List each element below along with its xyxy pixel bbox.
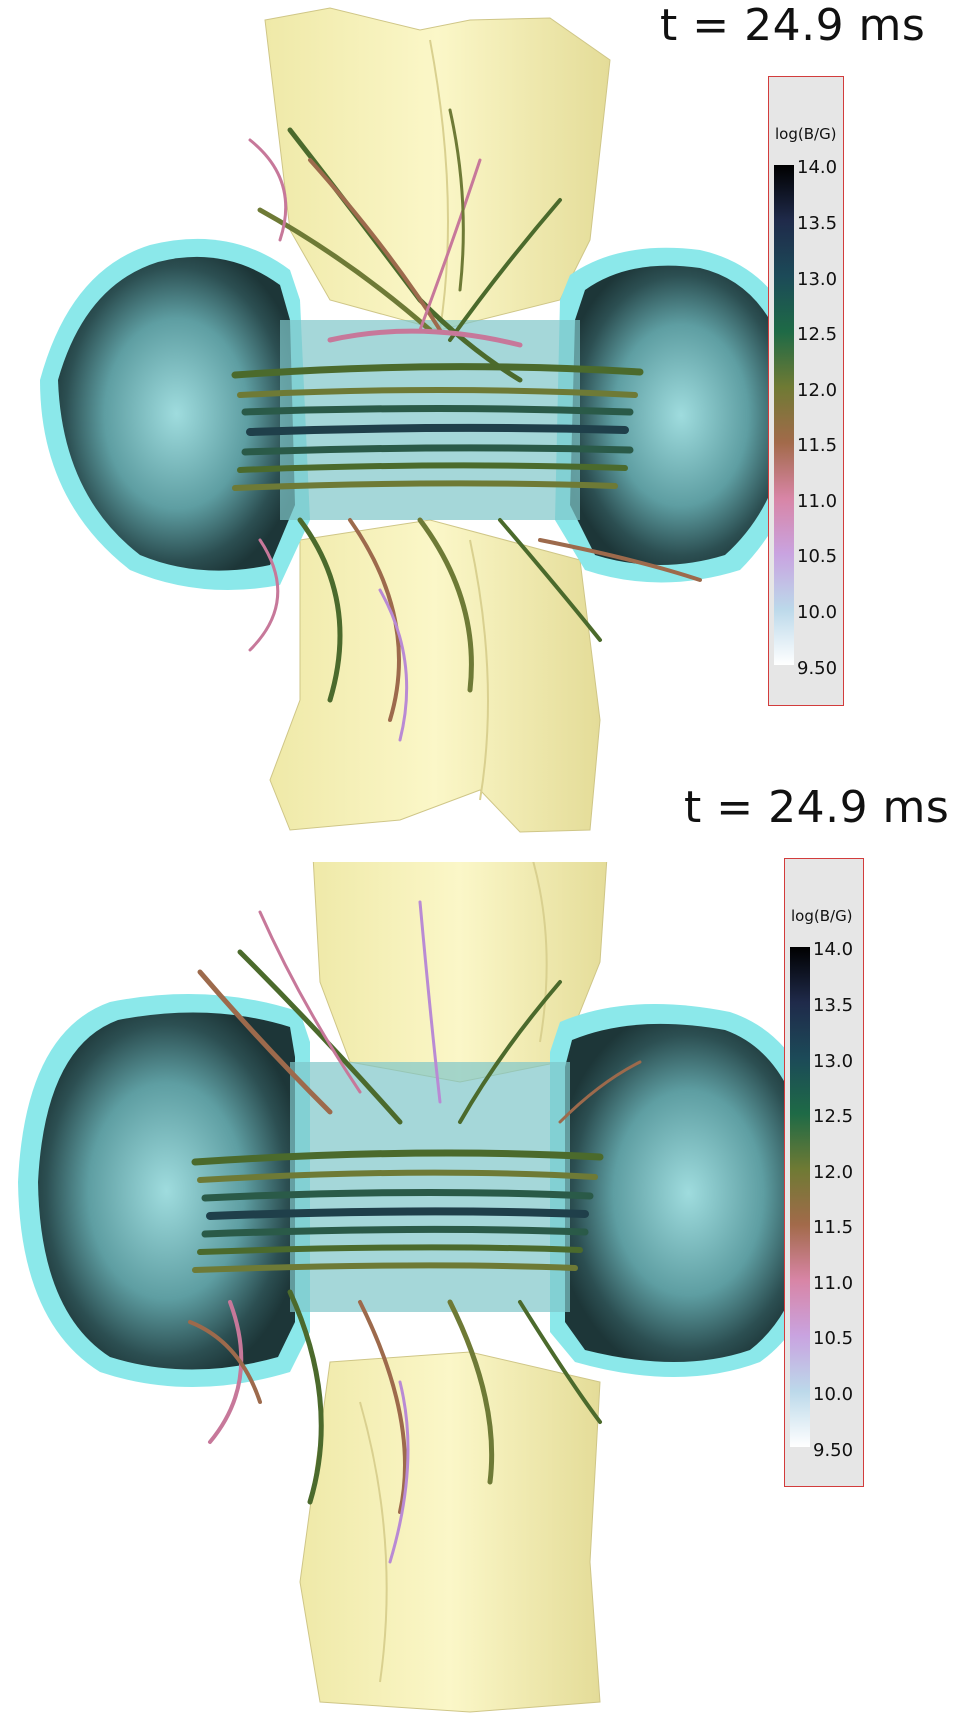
colorbar-tick: 10.5 (813, 1328, 854, 1349)
colorbar-tick: 9.50 (797, 658, 838, 679)
field-lines-top (231, 108, 702, 742)
colorbar-legend: log(B/G) 14.0 13.5 13.0 12.5 12.0 11.5 1… (784, 858, 864, 1487)
colorbar-tick: 13.5 (813, 995, 854, 1016)
colorbar-tick: 10.0 (797, 602, 838, 623)
visualization-panel-top: t = 24.9 ms log(B/G) 14.0 13.5 13.0 12.5… (40, 0, 926, 833)
polar-outflow-top (264, 7, 611, 833)
magnetar-render-top (40, 7, 810, 833)
colorbar-title: log(B/G) (791, 907, 853, 925)
expanding-shell-bottom (18, 994, 830, 1387)
colorbar-tick: 12.5 (797, 324, 838, 345)
colorbar-gradient (774, 165, 794, 665)
expanding-shell-top (40, 238, 810, 590)
colorbar-tick: 13.0 (813, 1051, 854, 1072)
colorbar-tick: 12.0 (813, 1162, 854, 1183)
colorbar-tick: 14.0 (813, 939, 854, 960)
colorbar-tick: 11.5 (797, 435, 838, 456)
field-lines-bottom (188, 900, 642, 1564)
polar-outflow-bottom (299, 862, 608, 1713)
colorbar-tick: 12.5 (813, 1106, 854, 1127)
colorbar-tick: 9.50 (813, 1440, 854, 1461)
colorbar-tick: 13.0 (797, 269, 838, 290)
colorbar-tick: 13.5 (797, 213, 838, 234)
colorbar-tick: 10.0 (813, 1384, 854, 1405)
colorbar-tick: 11.5 (813, 1217, 854, 1238)
colorbar-tick: 14.0 (797, 157, 838, 178)
colorbar-tick: 11.0 (797, 491, 838, 512)
colorbar-tick: 11.0 (813, 1273, 854, 1294)
time-label: t = 24.9 ms (684, 782, 950, 833)
colorbar-gradient (790, 947, 810, 1447)
time-label: t = 24.9 ms (660, 0, 926, 51)
colorbar-title: log(B/G) (775, 125, 837, 143)
colorbar-legend: log(B/G) 14.0 13.5 13.0 12.5 12.0 11.5 1… (768, 76, 844, 706)
visualization-panel-bottom: t = 24.9 ms log(B/G) 14.0 13.5 13.0 12.5… (0, 782, 970, 1723)
colorbar-tick: 12.0 (797, 380, 838, 401)
magnetar-render-bottom (18, 862, 830, 1713)
colorbar-tick: 10.5 (797, 546, 838, 567)
